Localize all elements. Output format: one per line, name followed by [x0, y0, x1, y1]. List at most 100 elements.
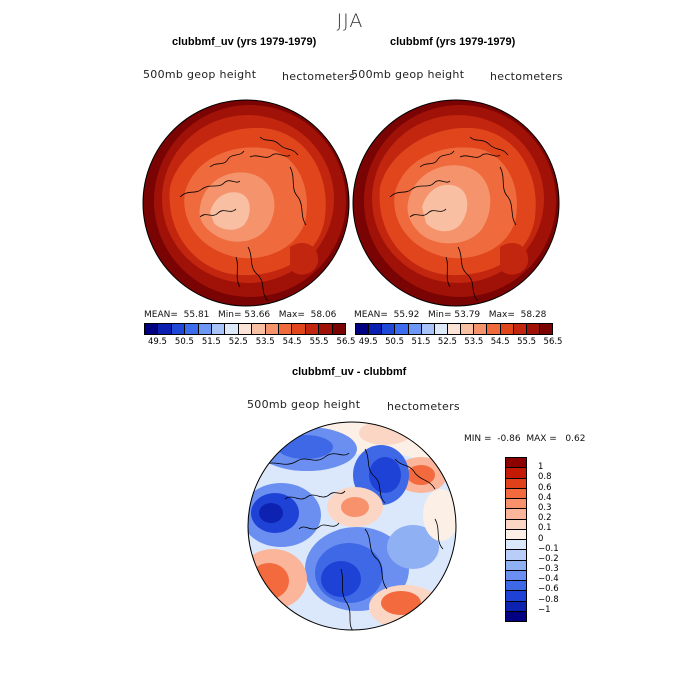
diff-colorbar-level-label: 1 — [538, 462, 544, 473]
panel1-colorbar-ticks: 49.5 50.5 51.5 52.5 53.5 54.5 55.5 56.5 — [144, 335, 355, 347]
panel2-variable: 500mb geop height — [351, 68, 465, 81]
colorbar-swatch — [369, 324, 383, 334]
diff-colorbar-swatch — [506, 611, 526, 621]
colorbar-tick-label: 50.5 — [385, 337, 405, 347]
diff-colorbar-swatches — [505, 457, 527, 622]
panel1-units: hectometers — [282, 70, 355, 83]
colorbar-tick-label: 51.5 — [201, 337, 221, 347]
colorbar-swatch — [319, 324, 333, 334]
panel1-coastlines — [179, 136, 307, 302]
colorbar-swatch — [408, 324, 422, 334]
panel1-polar-map — [142, 99, 350, 307]
colorbar-swatch — [158, 324, 172, 334]
diff-variable: 500mb geop height — [247, 398, 361, 411]
colorbar-tick-label: 51.5 — [411, 337, 431, 347]
colorbar-swatch — [212, 324, 226, 334]
diff-colorbar-level-label: 0.3 — [538, 502, 552, 513]
colorbar-swatch — [238, 324, 253, 334]
colorbar-swatch — [539, 324, 553, 334]
diff-colorbar-level-label: 0 — [538, 533, 544, 544]
colorbar-tick-label: 52.5 — [228, 337, 248, 347]
colorbar-swatch — [265, 324, 280, 334]
diff-colorbar-swatch — [506, 519, 526, 530]
colorbar-tick-label: 50.5 — [174, 337, 194, 347]
colorbar-swatch — [513, 324, 527, 334]
diff-colorbar-swatch — [506, 540, 526, 551]
diff-colorbar-swatch — [506, 601, 526, 612]
colorbar-swatch — [474, 324, 488, 334]
colorbar-swatch — [447, 324, 462, 334]
diff-colorbar-swatch — [506, 550, 526, 561]
diff-colorbar-level-label: −0.4 — [538, 574, 559, 585]
colorbar-swatch — [487, 324, 501, 334]
diff-stats: MIN = -0.86 MAX = 0.62 — [464, 434, 586, 444]
diff-colorbar-level-label: 0.2 — [538, 513, 552, 524]
panel1-title: clubbmf_uv (yrs 1979-1979) — [172, 36, 317, 48]
diff-colorbar-swatch — [506, 560, 526, 571]
panel1-stats: MEAN= 55.81 Min= 53.66 Max= 58.06 — [144, 310, 337, 320]
diff-colorbar-level-label: 0.8 — [538, 472, 552, 483]
colorbar-tick-label: 56.5 — [336, 337, 356, 347]
diff-colorbar-swatch — [506, 529, 526, 540]
panel2-colorbar: 49.5 50.5 51.5 52.5 53.5 54.5 55.5 56.5 — [355, 323, 563, 347]
diff-colorbar-level-label: 0.6 — [538, 482, 552, 493]
diff-colorbar-level-label: 0.1 — [538, 523, 552, 534]
colorbar-tick-label: 53.5 — [255, 337, 275, 347]
colorbar-tick-label: 54.5 — [490, 337, 510, 347]
colorbar-swatch — [526, 324, 540, 334]
diff-field — [248, 422, 456, 630]
diff-colorbar-swatch — [506, 509, 526, 520]
colorbar-swatch — [185, 324, 199, 334]
colorbar-swatch — [252, 324, 266, 334]
panel1-height-field — [143, 100, 349, 306]
panel1-colorbar: 49.5 50.5 51.5 52.5 53.5 54.5 55.5 56.5 — [144, 323, 355, 347]
diff-colorbar-level-label: 0.4 — [538, 492, 552, 503]
diff-colorbar-level-label: −0.3 — [538, 564, 559, 575]
diff-polar-map — [247, 421, 457, 631]
panel1-colorbar-swatches — [144, 323, 346, 335]
panel2-coastlines — [389, 136, 517, 302]
colorbar-swatch — [382, 324, 396, 334]
colorbar-tick-label: 52.5 — [437, 337, 457, 347]
colorbar-tick-label: 55.5 — [517, 337, 537, 347]
colorbar-swatch — [395, 324, 409, 334]
panel2-title: clubbmf (yrs 1979-1979) — [390, 36, 516, 48]
colorbar-swatch — [171, 324, 186, 334]
colorbar-swatch — [292, 324, 306, 334]
diff-coastlines — [264, 448, 444, 630]
panel2-height-field — [353, 100, 559, 306]
colorbar-swatch — [145, 324, 159, 334]
diff-colorbar-swatch — [506, 478, 526, 489]
panel2-colorbar-swatches — [355, 323, 553, 335]
colorbar-swatch — [305, 324, 320, 334]
colorbar-tick-label: 49.5 — [147, 337, 167, 347]
panel2-units: hectometers — [490, 70, 563, 83]
colorbar-swatch — [198, 324, 213, 334]
colorbar-swatch — [500, 324, 514, 334]
diff-colorbar-swatch — [506, 468, 526, 479]
diff-colorbar-swatch — [506, 581, 526, 592]
diff-colorbar-level-label: −1 — [538, 604, 551, 615]
diff-colorbar-level-label: −0.2 — [538, 553, 559, 564]
colorbar-tick-label: 56.5 — [543, 337, 563, 347]
colorbar-tick-label: 49.5 — [358, 337, 378, 347]
diff-colorbar-swatch — [506, 499, 526, 510]
colorbar-tick-label: 53.5 — [464, 337, 484, 347]
season-title: JJA — [336, 10, 364, 32]
panel1-variable: 500mb geop height — [143, 68, 257, 81]
colorbar-tick-label: 54.5 — [282, 337, 302, 347]
colorbar-swatch — [332, 324, 346, 334]
diff-colorbar-swatch — [506, 570, 526, 581]
colorbar-swatch — [279, 324, 293, 334]
colorbar-swatch — [225, 324, 239, 334]
panel2-colorbar-ticks: 49.5 50.5 51.5 52.5 53.5 54.5 55.5 56.5 — [355, 335, 563, 347]
colorbar-swatch — [434, 324, 448, 334]
colorbar-swatch — [356, 324, 370, 334]
colorbar-tick-label: 55.5 — [309, 337, 329, 347]
diff-colorbar-level-label: −0.8 — [538, 594, 559, 605]
diff-colorbar-swatch — [506, 488, 526, 499]
diff-colorbar-level-label: −0.6 — [538, 584, 559, 595]
diff-units: hectometers — [387, 400, 460, 413]
diff-colorbar-labels: 1 0.8 0.6 0.4 0.3 0.2 0.1 0 −0.1 −0.2 −0.3 −0.4 −0.6… — [538, 457, 578, 620]
diff-title: clubbmf_uv - clubbmf — [292, 366, 407, 378]
